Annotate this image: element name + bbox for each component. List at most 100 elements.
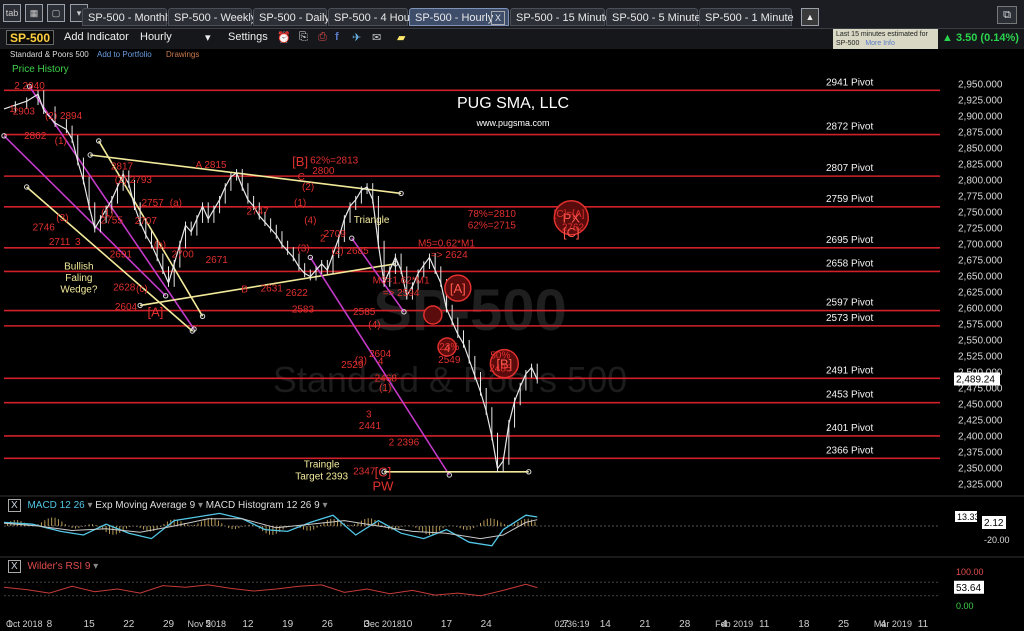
- trend-line: [140, 263, 396, 307]
- tab-sp-500-4-hour[interactable]: SP-500 - 4 Hour: [328, 8, 413, 26]
- pivot-label: 2453 Pivot: [826, 390, 873, 401]
- wave-annotation: [B]: [292, 154, 308, 169]
- print-icon[interactable]: ⎙: [318, 31, 327, 43]
- time-readout: 02:36:19: [554, 619, 589, 629]
- x-tick-label: 4: [880, 619, 886, 630]
- drawings-link[interactable]: Drawings: [166, 50, 200, 59]
- tab-sp-500-5-minute[interactable]: SP-500 - 5 Minute: [606, 8, 701, 26]
- macd-hist-label: MACD Histogram 12 26 9: [205, 500, 320, 511]
- wave-annotation: 23%: [439, 342, 459, 353]
- trend-line: [98, 140, 204, 317]
- trend-line: [26, 186, 193, 332]
- dropdown-icon[interactable]: ▾: [197, 500, 203, 511]
- x-tick-label: 29: [163, 619, 175, 630]
- close-macd-icon[interactable]: X: [8, 499, 21, 512]
- note-icon[interactable]: ▰: [397, 32, 406, 44]
- wave-annotation: (1): [294, 198, 306, 209]
- email-icon[interactable]: ✉: [372, 32, 382, 44]
- wave-annotation: 2604: [369, 349, 392, 360]
- twitter-icon[interactable]: ✈: [352, 32, 362, 44]
- y-tick-label: 2,325.000: [958, 480, 1003, 491]
- y-tick-label: 2,900.000: [958, 112, 1003, 123]
- y-tick-label: 2,850.000: [958, 144, 1003, 155]
- restore-window-icon[interactable]: ⧉: [997, 6, 1017, 24]
- pivot-label: 2941 Pivot: [826, 77, 873, 88]
- chart-background: [0, 60, 1024, 631]
- tab-sp-500-monthly[interactable]: SP-500 - Monthly: [82, 8, 173, 26]
- pivot-label: 2401 Pivot: [826, 423, 873, 434]
- interval-value: Hourly: [140, 31, 172, 43]
- new-tab-icon[interactable]: ▲: [801, 8, 819, 26]
- interval-select[interactable]: Hourly ▾: [140, 31, 214, 44]
- tab-label: SP-500 - Daily: [259, 12, 330, 24]
- copy-icon[interactable]: ⎘: [299, 31, 308, 43]
- x-tick-label: 19: [282, 619, 294, 630]
- wave-annotation: => 2624: [431, 250, 468, 261]
- wave-annotation: 2631: [261, 283, 284, 294]
- trend-line-handle: [526, 469, 532, 475]
- wave-annotation: 2485: [489, 363, 512, 374]
- grid-layout-icon[interactable]: ▦: [25, 4, 43, 22]
- instrument-name: Standard & Poors 500: [10, 50, 89, 59]
- more-info-link[interactable]: More Info: [865, 40, 895, 47]
- wave-annotation: Faling: [65, 273, 92, 284]
- x-tick-label: 7: [563, 619, 569, 630]
- y-tick-label: 2,700.000: [958, 240, 1003, 251]
- single-layout-icon[interactable]: ▢: [47, 4, 65, 22]
- dropdown-icon[interactable]: ▾: [93, 561, 99, 572]
- dropdown-icon[interactable]: ▾: [87, 500, 93, 511]
- symbol-field[interactable]: SP-500: [6, 30, 54, 45]
- x-tick-label: 12: [242, 619, 254, 630]
- wave-annotation: (1): [55, 136, 67, 147]
- pivot-label: 2807 Pivot: [826, 163, 873, 174]
- pivot-label: 2597 Pivot: [826, 298, 873, 309]
- wave-annotation: (a): [170, 198, 182, 209]
- wave-annotation: 2441: [359, 421, 382, 432]
- settings-button[interactable]: Settings: [228, 31, 268, 43]
- close-rsi-icon[interactable]: X: [8, 560, 21, 573]
- wave-annotation: Target 2393: [295, 471, 348, 482]
- wave-annotation: Traingle: [304, 459, 340, 470]
- wave-annotation: 62%=2813: [310, 155, 359, 166]
- wave-circle: [553, 199, 590, 236]
- add-indicator-button[interactable]: Add Indicator: [64, 31, 129, 43]
- tab-sp-500-hourly[interactable]: SP-500 - Hourly X: [409, 8, 509, 26]
- x-tick-label: 14: [600, 619, 612, 630]
- wave-annotation: 2755: [101, 215, 124, 226]
- facebook-icon[interactable]: f: [335, 31, 339, 43]
- ema-label: Exp Moving Average 9: [95, 500, 196, 511]
- wave-circle: [444, 274, 472, 302]
- wave-annotation: B: [241, 285, 248, 296]
- wave-annotation: (4): [304, 215, 316, 226]
- wave-annotation: 2707: [135, 216, 158, 227]
- up-arrow-icon: ▲: [942, 32, 953, 44]
- trend-line-handle: [349, 235, 355, 241]
- tab-icon[interactable]: tab: [3, 4, 21, 22]
- rsi-tick-label: 100.00: [956, 567, 984, 577]
- x-tick-label: 8: [47, 619, 53, 630]
- tab-label: SP-500 - Hourly: [415, 12, 494, 24]
- price-history-label: Price History: [12, 64, 69, 75]
- wave-annotation: (c): [136, 284, 148, 295]
- wave-annotation: (3): [56, 213, 68, 224]
- add-to-portfolio-link[interactable]: Add to Portfolio: [97, 50, 152, 59]
- alarm-clock-icon[interactable]: ⏰: [277, 32, 291, 44]
- wave-annotation: M5=0.62*M1: [418, 239, 475, 250]
- y-tick-label: 2,625.000: [958, 288, 1003, 299]
- wave-circle-label: [B]: [496, 357, 512, 372]
- tab-sp-500-1-minute[interactable]: SP-500 - 1 Minute: [699, 8, 794, 26]
- close-tab-icon[interactable]: X: [491, 11, 505, 25]
- x-tick-label: Nov 2018: [188, 619, 227, 629]
- tab-sp-500-15-minute[interactable]: SP-500 - 15 Minute: [510, 8, 611, 26]
- watermark-name: Standard & Poors 500: [273, 359, 627, 400]
- wave-annotation: 2862: [24, 131, 47, 142]
- x-tick-label: 28: [679, 619, 691, 630]
- y-tick-label: 2,525.000: [958, 352, 1003, 363]
- wave-annotation: 2529: [341, 360, 364, 371]
- wave-annotation: M3=1.62*M1: [373, 276, 430, 287]
- trend-line-handle: [162, 293, 169, 299]
- tab-sp-500-daily[interactable]: SP-500 - Daily: [253, 8, 330, 26]
- tab-sp-500-weekly[interactable]: SP-500 - Weekly: [168, 8, 256, 26]
- dropdown-icon[interactable]: ▾: [322, 500, 328, 511]
